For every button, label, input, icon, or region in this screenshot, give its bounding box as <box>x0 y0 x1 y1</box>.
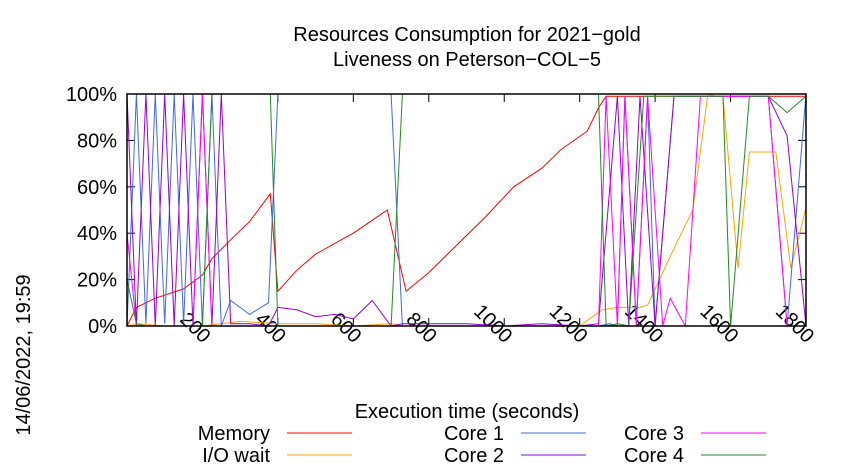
legend-label: Core 3 <box>624 423 684 445</box>
series-line-core-1 <box>126 93 807 327</box>
series-line-core-4 <box>126 93 807 327</box>
x-tick-label: 1800 <box>771 301 818 348</box>
x-axis-label: Execution time (seconds) <box>355 401 580 423</box>
y-axis-ticks: 0% 20% 40% 60% 80% 100% <box>66 84 806 338</box>
chart-title-line-1: Resources Consumption for 2021−gold <box>293 24 640 46</box>
x-tick-label: 200 <box>175 308 214 347</box>
series-line-i-o-wait <box>126 93 807 327</box>
y-tick-label: 20% <box>77 270 117 292</box>
side-timestamp-label: 14/06/2022, 19:59 <box>13 274 35 435</box>
plot-frame <box>126 93 807 327</box>
x-tick-label: 400 <box>251 308 290 347</box>
legend-label: Core 4 <box>624 445 684 467</box>
y-tick-label: 100% <box>66 84 117 106</box>
y-tick-label: 0% <box>88 316 117 338</box>
y-tick-label: 60% <box>77 177 117 199</box>
chart-title-line-2: Liveness on Peterson−COL−5 <box>333 49 601 71</box>
series-line-memory <box>126 95 806 327</box>
legend-label: Core 2 <box>444 445 504 467</box>
x-tick-label: 800 <box>402 308 441 347</box>
legend-label: I/O wait <box>202 445 270 467</box>
y-tick-label: 80% <box>77 130 117 152</box>
series-lines <box>126 93 807 328</box>
x-tick-label: 1600 <box>696 301 743 348</box>
series-line-core-3 <box>126 93 806 328</box>
y-tick-label: 40% <box>77 223 117 245</box>
series-line-core-2 <box>126 93 807 327</box>
legend-label: Memory <box>198 423 270 445</box>
legend-label: Core 1 <box>444 423 504 445</box>
